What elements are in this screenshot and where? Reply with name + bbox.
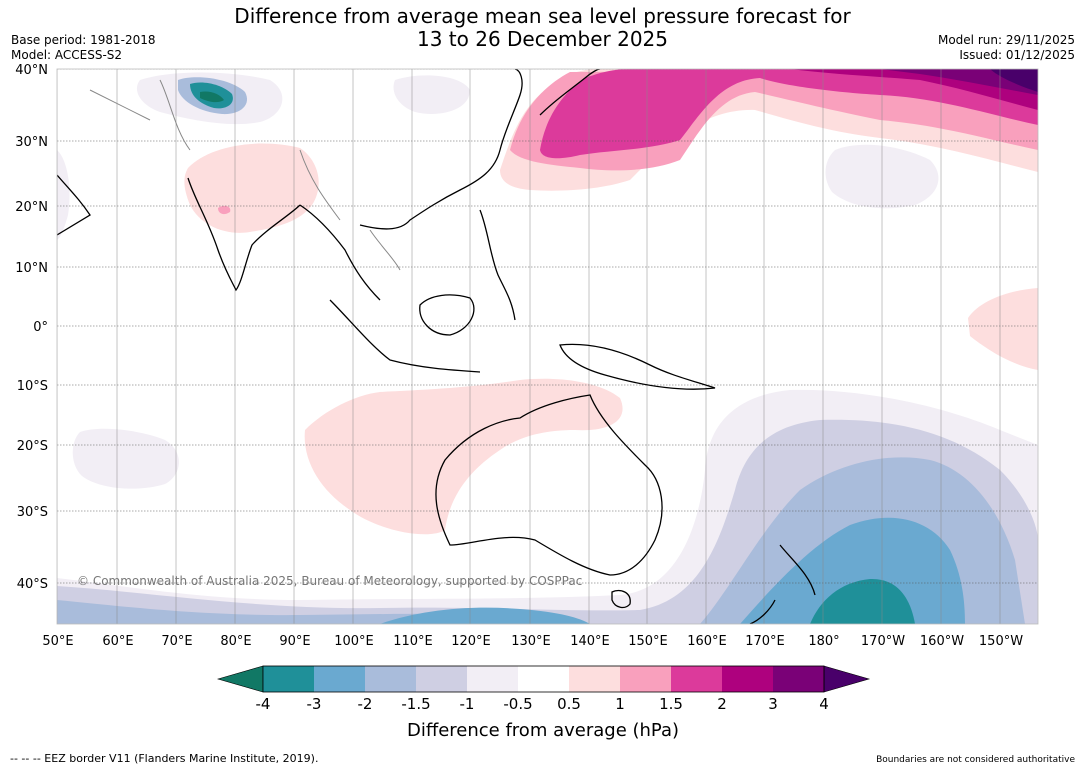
country-borders [89, 79, 401, 271]
colorbar-tick-label: 4 [819, 695, 829, 713]
map-area: © Commonwealth of Australia 2025, Bureau… [57, 69, 1038, 624]
lon-label: 150°W [979, 634, 1023, 649]
coastline-new-guinea [559, 343, 716, 390]
lat-label: 20°N [15, 200, 48, 215]
colorbar-segment [773, 666, 824, 692]
lon-label: 160°E [687, 634, 727, 649]
lon-label: 120°E [451, 634, 491, 649]
lon-label: 70°E [161, 634, 192, 649]
lat-label: 10°S [17, 379, 48, 394]
contour-pos-1-india [218, 205, 231, 215]
coastline-china-korea [499, 69, 523, 151]
lon-label: 130°E [511, 634, 551, 649]
contour-neg-0p5-tibet [393, 75, 470, 114]
map-frame [56, 68, 1039, 625]
contour-neg-3-south [810, 578, 915, 624]
contour-neg-2-south [380, 517, 965, 624]
boundaries-note: Boundaries are not considered authoritat… [876, 755, 1075, 765]
colorbar-segment [722, 666, 773, 692]
colorbar-tick-label: 1 [615, 695, 625, 713]
lon-label: 60°E [102, 634, 133, 649]
coastline-arabia [57, 174, 91, 236]
colorbar-segment [620, 666, 671, 692]
contour-pos-1p5-northpacific [540, 69, 1038, 159]
colorbar-tick-label: 3 [768, 695, 778, 713]
lon-label: 110°E [393, 634, 433, 649]
coastline-sumatra-java [329, 299, 481, 373]
longitude-labels: 50°E 60°E 70°E 80°E 90°E 100°E 110°E 120°E 130°E… [42, 634, 1023, 649]
colorbar-tick-label: 2 [717, 695, 727, 713]
colorbar-extend-min [216, 665, 264, 693]
colorbar-extend-max [823, 665, 871, 693]
contour-neg-0p5-west-edge [57, 150, 70, 240]
lon-label: 90°E [279, 634, 310, 649]
contour-pos-3-northpacific [880, 69, 1038, 95]
colorbar-segment [569, 666, 620, 692]
contour-neg-4-himalaya [200, 91, 224, 103]
model-name: Model: ACCESS-S2 [11, 48, 123, 62]
colorbar-tick-label: -0.5 [503, 695, 532, 713]
lon-label: 150°E [628, 634, 668, 649]
colorbar-title: Difference from average (hPa) [407, 720, 679, 741]
title-line-1: Difference from average mean sea level p… [234, 4, 851, 28]
colorbar-segment [314, 666, 365, 692]
coastline-japan [539, 69, 601, 116]
lon-label: 140°E [570, 634, 610, 649]
eez-note: -- -- -- EEZ border V11 (Flanders Marine… [10, 752, 319, 765]
coastline-borneo [419, 294, 475, 336]
issued-date: Issued: 01/12/2025 [959, 48, 1075, 62]
lat-label: 0° [33, 320, 48, 335]
coastline-southeast-asia [299, 149, 501, 301]
graticule [57, 69, 1038, 624]
coastlines [57, 69, 816, 624]
colorbar-segment [263, 666, 314, 692]
colorbar-tick-label: -4 [256, 695, 271, 713]
colorbar-segment [365, 666, 416, 692]
lon-label: 50°E [42, 634, 73, 649]
lon-label: 180° [808, 634, 839, 649]
contour-neg-0p5-south-indian [72, 428, 179, 489]
colorbar-segment [416, 666, 467, 692]
lat-label: 40°S [17, 577, 48, 592]
colorbar-tick-label: -1 [460, 695, 475, 713]
colorbar-frame [262, 665, 825, 693]
copyright-notice: © Commonwealth of Australia 2025, Bureau… [77, 574, 582, 588]
colorbar-segment [467, 666, 518, 692]
colorbar-segment [518, 666, 569, 692]
coastline-india [187, 177, 301, 292]
lat-label: 10°N [15, 261, 48, 276]
lon-label: 170°W [861, 634, 905, 649]
contour-pos-4-northpacific [990, 69, 1038, 92]
lon-label: 170°E [745, 634, 785, 649]
coastline-tasmania [611, 589, 631, 609]
contour-pos-0p5-australia [304, 378, 623, 535]
colorbar-tick-label: -1.5 [401, 695, 430, 713]
colorbar: -4 -3 -2 -1.5 -1 -0.5 0.5 1 1.5 2 3 4 [216, 665, 871, 713]
lat-label: 40°N [15, 63, 48, 78]
base-period: Base period: 1981-2018 [11, 33, 156, 47]
title-line-2: 13 to 26 December 2025 [416, 27, 668, 51]
model-run: Model run: 29/11/2025 [937, 33, 1075, 47]
coastline-australia [435, 394, 663, 576]
lat-label: 30°N [15, 135, 48, 150]
lon-label: 160°W [920, 634, 964, 649]
colorbar-tick-label: -3 [307, 695, 322, 713]
coastline-philippines [479, 209, 516, 321]
contour-pos-0p5-india [184, 143, 319, 233]
colorbar-tick-label: 0.5 [557, 695, 581, 713]
colorbar-tick-label: 1.5 [659, 695, 683, 713]
colorbar-tick-label: -2 [358, 695, 373, 713]
lat-label: 30°S [17, 505, 48, 520]
colorbar-segment [671, 666, 722, 692]
lat-label: 20°S [17, 439, 48, 454]
lon-label: 100°E [334, 634, 374, 649]
latitude-labels: 40°N 30°N 20°N 10°N 0° 10°S 20°S 30°S 40°S [15, 63, 48, 592]
lon-label: 80°E [220, 634, 251, 649]
contour-pos-0p5-eastpacific [968, 288, 1038, 370]
coastline-new-zealand [749, 544, 816, 624]
